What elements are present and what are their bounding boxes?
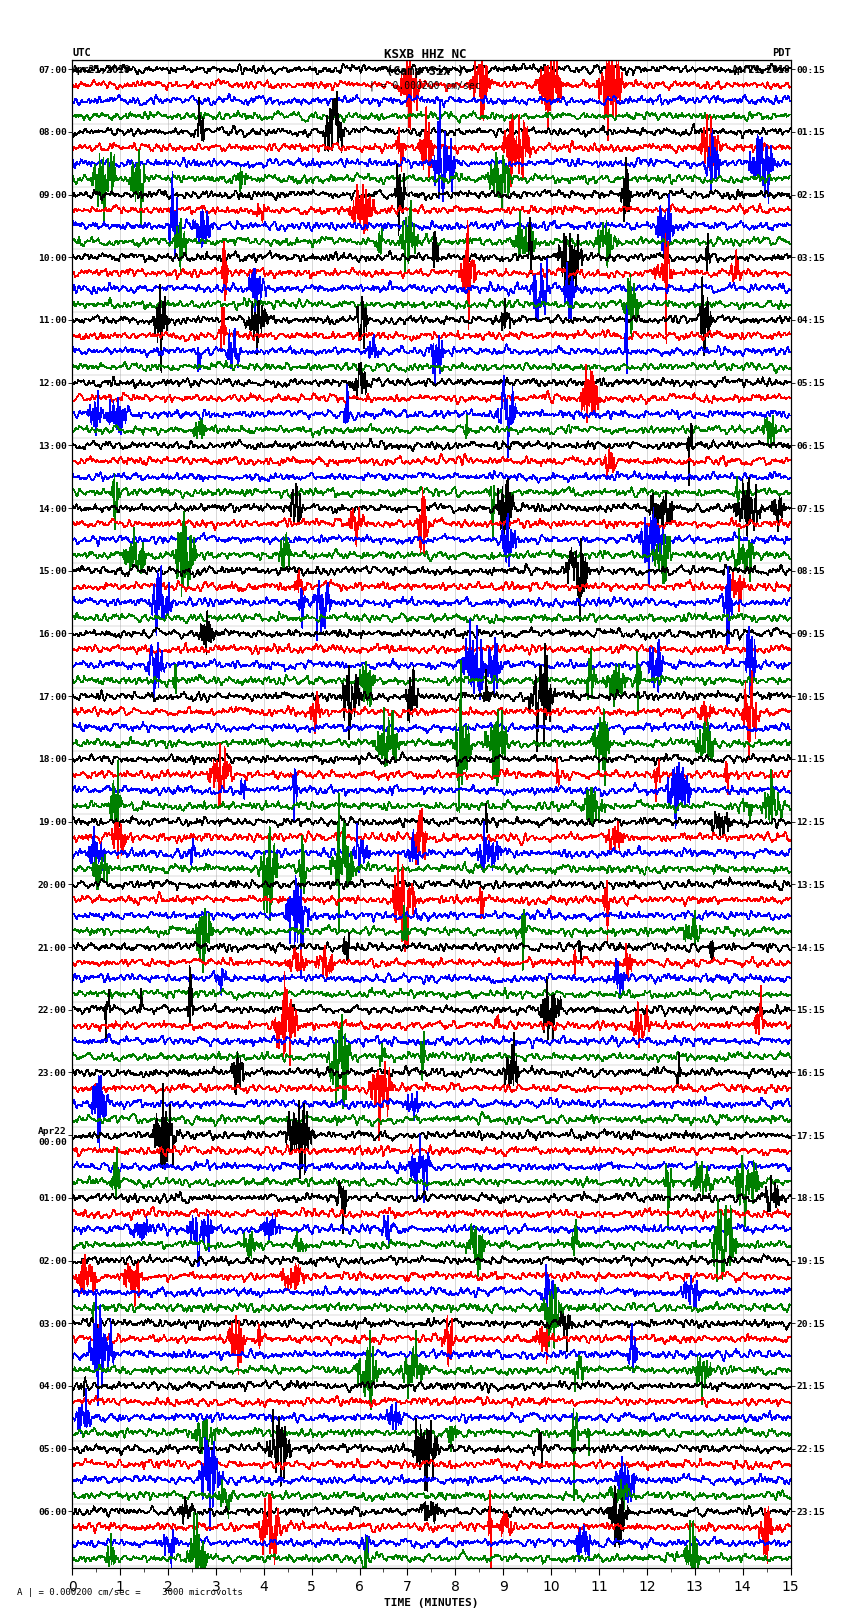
Text: KSXB HHZ NC: KSXB HHZ NC <box>383 48 467 61</box>
Text: (Camp Six ): (Camp Six ) <box>386 65 464 77</box>
X-axis label: TIME (MINUTES): TIME (MINUTES) <box>384 1598 479 1608</box>
Text: A | = 0.000200 cm/sec =    3000 microvolts: A | = 0.000200 cm/sec = 3000 microvolts <box>17 1587 243 1597</box>
Text: PDT: PDT <box>772 48 791 58</box>
Text: UTC: UTC <box>72 48 91 58</box>
Text: Apr21,2018: Apr21,2018 <box>72 65 131 74</box>
Text: | = 0.000200 cm/sec: | = 0.000200 cm/sec <box>369 81 481 92</box>
Text: Apr21,2018: Apr21,2018 <box>732 65 791 74</box>
